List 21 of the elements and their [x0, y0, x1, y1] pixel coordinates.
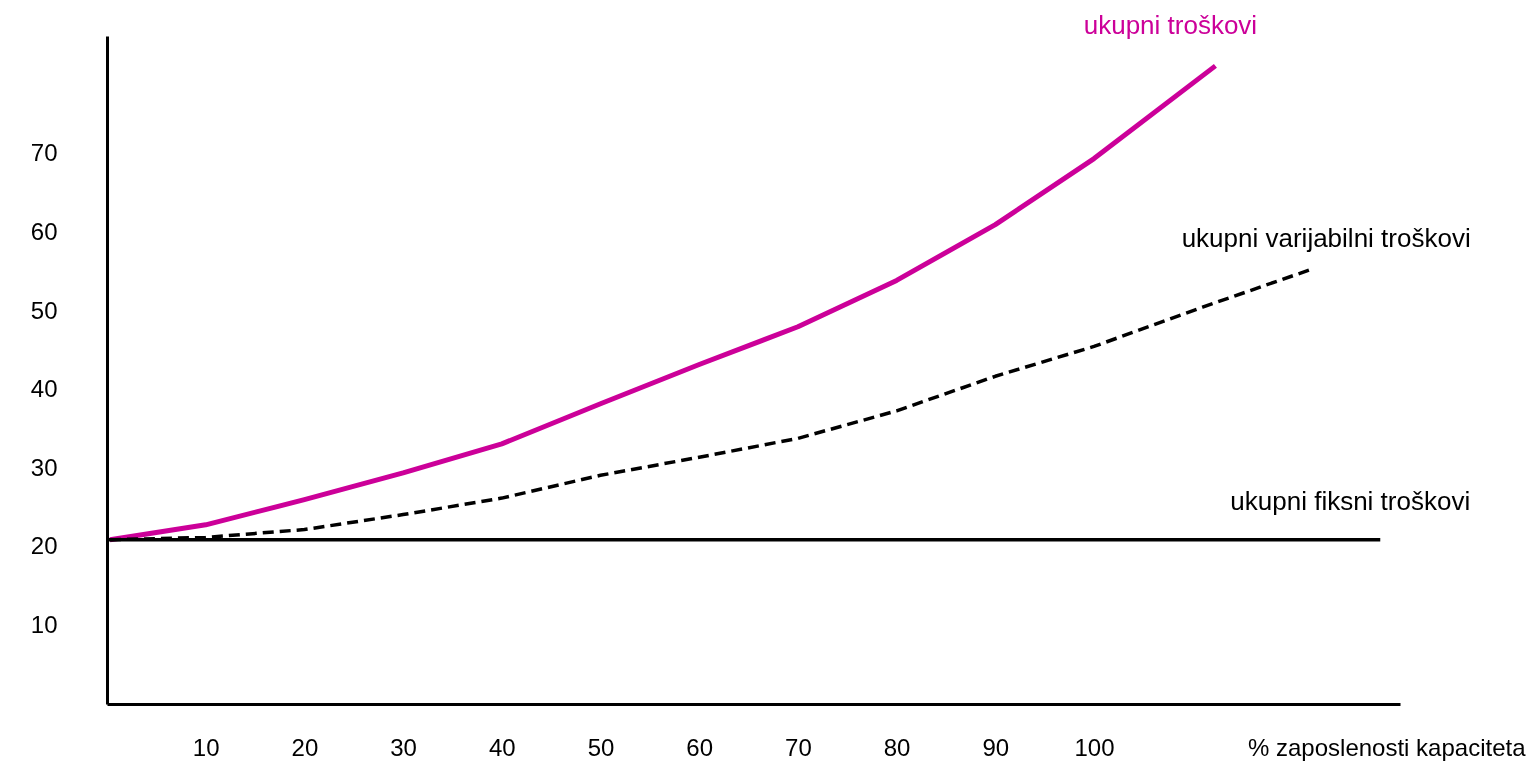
x-tick-label: 10 [192, 733, 220, 761]
x-tick-label: 90 [982, 733, 1010, 761]
y-tick-label: 20 [30, 532, 58, 560]
x-tick-label: 30 [390, 733, 417, 761]
y-tick-label: 10 [30, 610, 58, 638]
x-axis-title: % zaposlenosti kapaciteta [1248, 733, 1527, 761]
x-tick-label: 20 [291, 733, 319, 761]
series-label: ukupni fiksni troškovi [1230, 485, 1471, 516]
x-tick-label: 100 [1074, 733, 1115, 761]
x-tick-label: 80 [883, 733, 911, 761]
y-tick-label: 70 [30, 139, 58, 167]
y-tick-label: 30 [30, 453, 58, 481]
x-tick-label: 60 [686, 733, 714, 761]
x-tick-label: 40 [488, 733, 516, 761]
x-tick-label: 70 [785, 733, 812, 761]
x-tick-label: 50 [587, 733, 615, 761]
series-label: ukupni varijabilni troškovi [1181, 223, 1471, 254]
series-label: ukupni troškovi [1083, 9, 1258, 40]
y-tick-label: 40 [30, 375, 58, 403]
y-tick-label: 60 [30, 217, 58, 245]
y-tick-label: 50 [30, 296, 58, 324]
